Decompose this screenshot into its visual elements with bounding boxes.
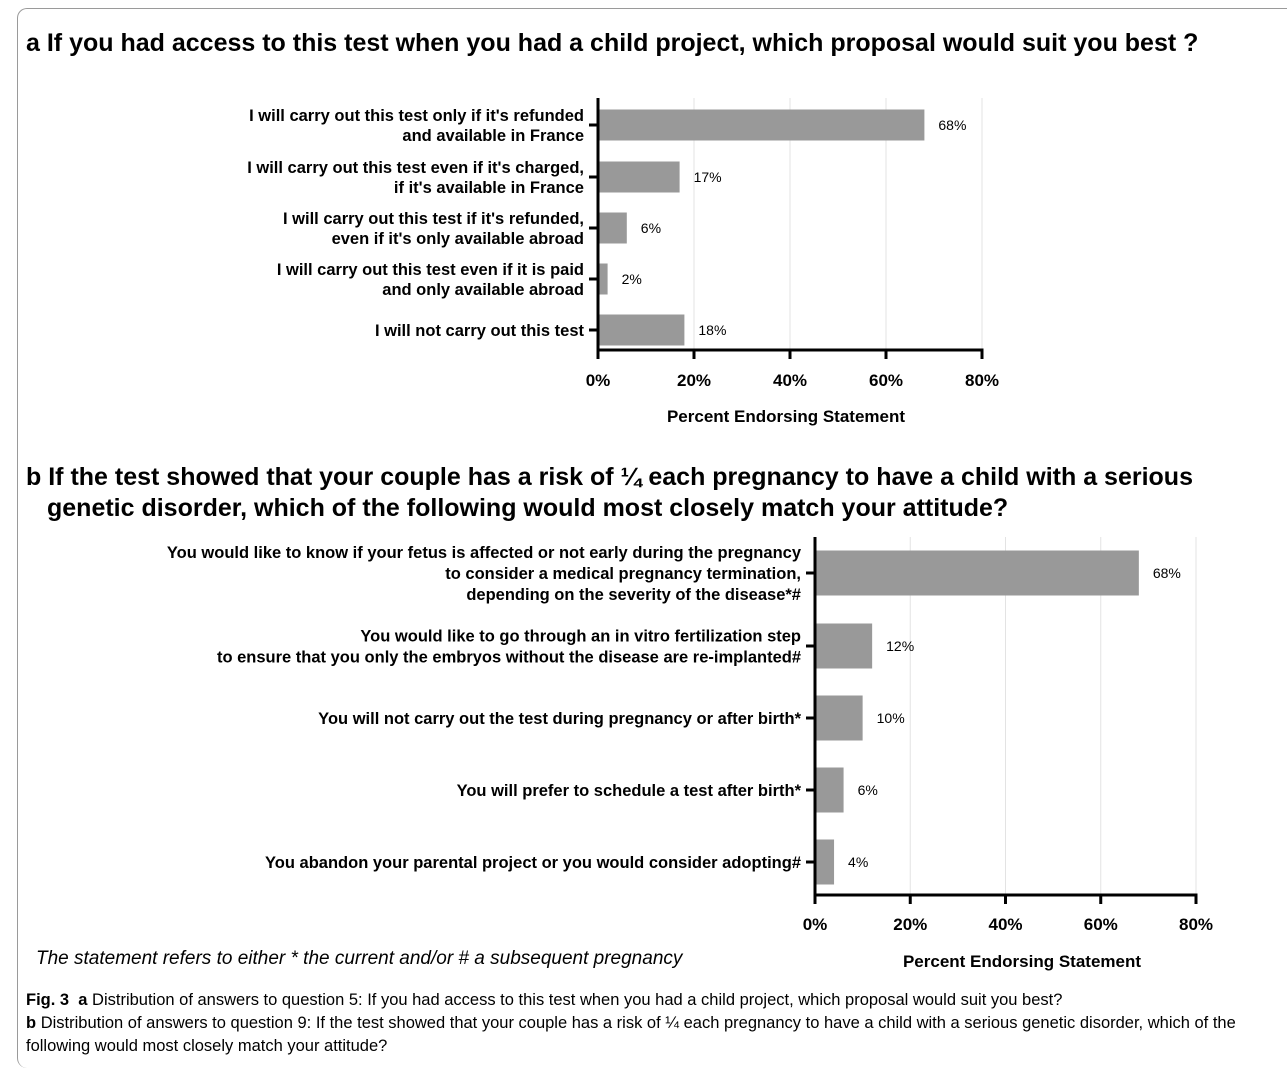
- chart-b: 68% You would like to know if your fetus …: [167, 537, 1213, 971]
- data-label: 68%: [938, 117, 966, 133]
- footnote: The statement refers to either * the cur…: [36, 948, 683, 969]
- bar: [815, 839, 835, 885]
- bar: [815, 623, 873, 669]
- caption-a-text: Distribution of answers to question 5: I…: [92, 991, 1063, 1009]
- x-tick-label: 80%: [1179, 915, 1213, 934]
- bar: [598, 109, 925, 141]
- x-tick-label: 60%: [1084, 915, 1118, 934]
- caption-fig-label: Fig. 3: [26, 991, 70, 1009]
- bar: [815, 767, 844, 813]
- data-label: 4%: [848, 854, 868, 870]
- category-label: and available in France: [402, 127, 584, 145]
- x-tick-label: 80%: [965, 371, 999, 390]
- bar: [598, 263, 608, 295]
- x-tick-label: 20%: [677, 371, 711, 390]
- caption-a-label: a: [78, 991, 88, 1009]
- data-label: 6%: [641, 220, 661, 236]
- x-axis-label: Percent Endorsing Statement: [667, 407, 905, 426]
- caption-b-text: Distribution of answers to question 9: I…: [26, 1014, 1236, 1055]
- bar: [598, 161, 680, 193]
- x-tick-label: 40%: [773, 371, 807, 390]
- panel-b-title: b If the test showed that your couple ha…: [26, 462, 1193, 524]
- category-label: You abandon your parental project or you…: [265, 854, 801, 872]
- data-label: 10%: [877, 710, 905, 726]
- figure-caption: Fig. 3 a Distribution of answers to ques…: [26, 989, 1276, 1058]
- x-tick-label: 0%: [803, 915, 828, 934]
- category-label: depending on the severity of the disease…: [466, 586, 801, 604]
- category-label: to consider a medical pregnancy terminat…: [445, 565, 801, 583]
- bar: [815, 550, 1139, 596]
- panel-b-title-line-2: genetic disorder, which of the following…: [47, 494, 1009, 522]
- x-tick-label: 60%: [869, 371, 903, 390]
- category-label: You will not carry out the test during p…: [318, 710, 801, 728]
- x-tick-label: 40%: [988, 915, 1022, 934]
- category-label: to ensure that you only the embryos with…: [217, 649, 801, 667]
- category-label: I will carry out this test even if it's …: [247, 159, 584, 177]
- x-tick-label: 20%: [893, 915, 927, 934]
- data-label: 2%: [622, 271, 642, 287]
- panel-b-title-line-1: If the test showed that your couple has …: [48, 463, 1193, 491]
- data-label: 12%: [886, 638, 914, 654]
- category-label: You will prefer to schedule a test after…: [457, 782, 802, 800]
- category-label: if it's available in France: [394, 179, 584, 197]
- category-label: I will carry out this test if it's refun…: [283, 210, 584, 228]
- category-label: I will carry out this test only if it's …: [249, 107, 584, 125]
- category-label: You would like to go through an in vitro…: [360, 628, 801, 646]
- caption-b-label: b: [26, 1014, 37, 1032]
- category-label: I will not carry out this test: [375, 322, 585, 340]
- x-axis-label: Percent Endorsing Statement: [903, 952, 1141, 971]
- data-label: 6%: [858, 782, 878, 798]
- data-label: 68%: [1153, 565, 1181, 581]
- category-label: and only available abroad: [382, 281, 584, 299]
- chart-a: 68% I will carry out this test only if it…: [247, 98, 999, 426]
- bar: [815, 695, 863, 741]
- panel-b-letter: b: [26, 463, 42, 491]
- data-label: 17%: [694, 169, 722, 185]
- panel-a-title-text: If you had access to this test when you …: [46, 29, 1199, 57]
- category-label: even if it's only available abroad: [332, 230, 584, 248]
- bar: [598, 212, 627, 244]
- panel-a-title: a If you had access to this test when yo…: [26, 28, 1198, 59]
- category-label: I will carry out this test even if it is…: [277, 261, 584, 279]
- x-tick-label: 0%: [586, 371, 611, 390]
- data-label: 18%: [698, 322, 726, 338]
- bar: [598, 314, 685, 346]
- panel-a-letter: a: [26, 29, 40, 57]
- figure-frame: [17, 8, 1287, 1068]
- category-label: You would like to know if your fetus is …: [167, 544, 802, 562]
